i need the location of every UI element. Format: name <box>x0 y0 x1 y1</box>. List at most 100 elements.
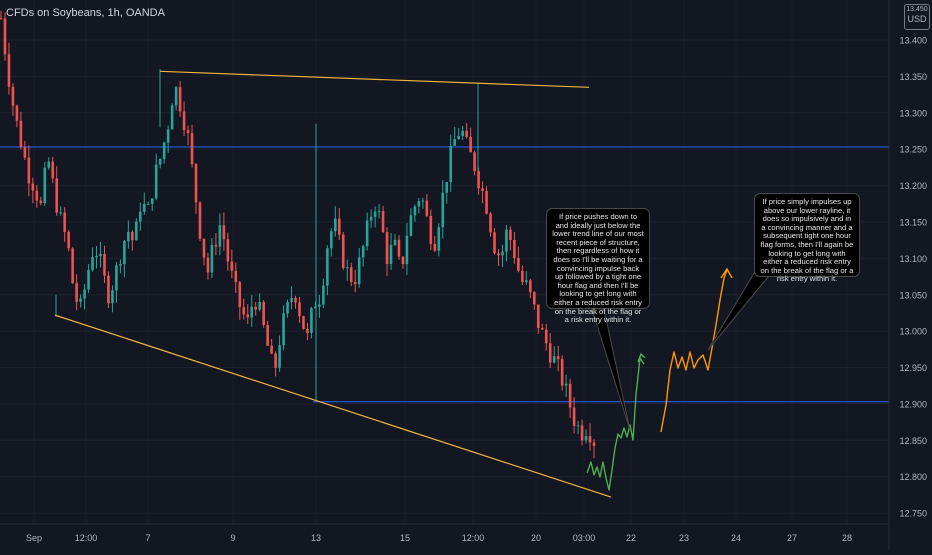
candle <box>226 232 230 271</box>
candle <box>158 158 162 169</box>
candle <box>3 12 7 61</box>
candle <box>127 220 130 249</box>
candle <box>170 103 174 130</box>
candle <box>71 247 74 284</box>
candle <box>588 423 592 451</box>
candle <box>405 223 409 275</box>
candle <box>306 322 309 341</box>
candle <box>206 252 210 280</box>
price-tick-label: 13.300 <box>899 108 927 118</box>
price-tick-label: 13.200 <box>899 181 927 191</box>
candle <box>580 419 584 446</box>
candle <box>150 198 154 211</box>
candle <box>521 265 524 286</box>
annotation-right[interactable]: If price simply impulses up above our lo… <box>754 193 860 283</box>
projection-paths <box>586 267 733 491</box>
candle <box>461 125 464 140</box>
candle <box>544 323 548 351</box>
candle <box>473 150 476 176</box>
candle <box>357 248 361 288</box>
candle <box>349 262 353 287</box>
annotation-right-pointer <box>707 269 769 351</box>
price-tick-label: 12.950 <box>899 363 927 373</box>
candle <box>525 271 528 285</box>
price-tick-label: 13.400 <box>899 36 927 46</box>
upper-trendline[interactable] <box>159 70 590 88</box>
candle <box>501 244 504 268</box>
lower-trendline[interactable] <box>54 314 612 498</box>
currency-label: USD <box>907 14 927 24</box>
price-tick-label: 13.150 <box>899 217 927 227</box>
candle <box>298 297 301 323</box>
candle <box>266 320 269 346</box>
time-axis: Sep 12:00 7 9 13 15 12:00 20 03:00 22 23 24 27 28 <box>26 533 852 543</box>
candle <box>453 127 457 147</box>
candle <box>198 201 202 242</box>
candle <box>286 299 289 318</box>
candle <box>202 238 206 266</box>
candle <box>369 209 373 228</box>
candle <box>330 228 333 257</box>
time-tick-label: 03:00 <box>573 533 596 543</box>
candle <box>413 204 417 222</box>
candle <box>465 123 468 139</box>
price-tick-label: 12.900 <box>899 399 927 409</box>
candle <box>142 192 146 215</box>
candle <box>87 264 90 294</box>
bullish-scenario-path-2 <box>660 269 728 433</box>
time-tick-label: 12:00 <box>462 533 485 543</box>
candle <box>552 346 556 364</box>
candle <box>27 145 31 197</box>
candle <box>242 298 246 320</box>
candle <box>278 335 281 372</box>
annotation-left[interactable]: If price pushes down to and ideally just… <box>546 208 650 324</box>
candle <box>31 177 35 204</box>
price-tick-label: 13.350 <box>899 72 927 82</box>
candle <box>377 204 381 219</box>
candle <box>262 299 265 328</box>
candle <box>441 180 445 239</box>
candle <box>334 206 337 237</box>
candle <box>154 153 158 201</box>
currency-button[interactable]: 13.450 USD <box>904 4 930 30</box>
annotation-left-pointer <box>591 308 631 431</box>
candle <box>294 295 297 309</box>
candle <box>182 101 186 137</box>
candle <box>15 104 19 128</box>
candle <box>7 42 11 95</box>
time-tick-label: Sep <box>26 533 42 543</box>
candle <box>55 166 59 216</box>
candle <box>43 161 47 207</box>
candle <box>409 208 413 237</box>
candle <box>23 140 27 160</box>
candles <box>0 10 596 459</box>
price-tick-label: 12.750 <box>899 509 927 519</box>
candle <box>481 181 484 204</box>
time-tick-label: 12:00 <box>75 533 98 543</box>
candle <box>230 249 234 278</box>
candle <box>353 269 357 293</box>
candle <box>282 305 285 351</box>
candle <box>0 10 3 20</box>
candle <box>99 241 102 268</box>
candle <box>51 156 55 183</box>
price-axis: 13.400 13.350 13.300 13.250 13.200 13.150 13.1… <box>899 36 927 519</box>
candle <box>119 259 122 274</box>
candle <box>35 185 39 208</box>
candle <box>210 237 214 279</box>
time-tick-label: 20 <box>531 533 541 543</box>
candle <box>222 212 226 251</box>
time-tick-label: 22 <box>626 533 636 543</box>
time-tick-label: 7 <box>145 533 150 543</box>
candle <box>385 227 389 277</box>
price-tick-label: 13.250 <box>899 145 927 155</box>
candle <box>190 124 194 168</box>
candle <box>254 301 258 316</box>
candle <box>103 245 106 283</box>
candle <box>337 208 341 241</box>
candle <box>63 207 66 242</box>
time-tick-label: 13 <box>311 533 321 543</box>
candle <box>246 304 250 324</box>
